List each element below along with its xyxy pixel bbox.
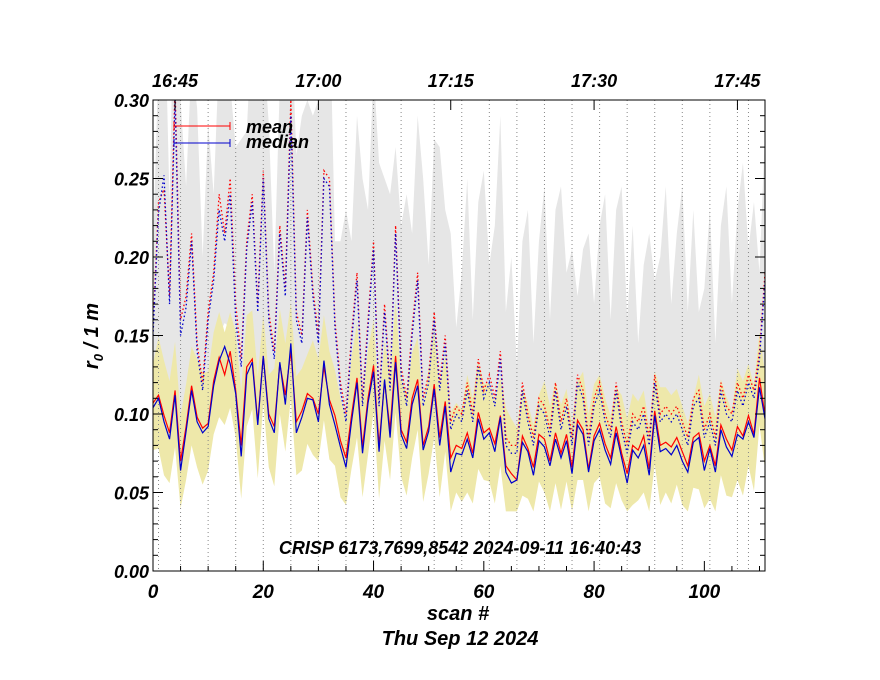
top-time-label: 17:45 <box>714 71 761 91</box>
top-time-label: 17:00 <box>295 71 341 91</box>
y-tick-label: 0.10 <box>114 405 149 425</box>
scan-gridlines <box>158 100 749 571</box>
y-axis-label-main: r <box>81 360 103 369</box>
date-label: Thu Sep 12 2024 <box>382 628 539 650</box>
y-axis-label-rest: / 1 m <box>81 303 103 354</box>
y-axis-label-subscript: 0 <box>91 353 106 361</box>
legend-median-label: median <box>246 132 309 152</box>
x-tick-label: 100 <box>688 582 720 603</box>
y-tick-label: 0.15 <box>114 327 150 347</box>
series-lines <box>153 100 765 484</box>
median-dotted-line <box>153 100 765 454</box>
x-tick-label: 0 <box>148 582 159 603</box>
legend: mean median <box>173 117 309 152</box>
y-axis-label: r0 / 1 m <box>81 303 106 369</box>
median-line <box>153 343 765 484</box>
y-tick-label: 0.30 <box>114 91 149 111</box>
axes: 0.00 0.05 0.10 0.15 0.20 0.25 0.30 0 20 40 60 80 100… <box>114 71 766 603</box>
plot-annotation: CRISP 6173,7699,8542 2024-09-11 16:40:43 <box>279 538 641 558</box>
x-tick-label: 80 <box>584 582 606 603</box>
x-tick-label: 20 <box>252 582 275 603</box>
y-tick-label: 0.20 <box>114 248 149 268</box>
x-axis-label: scan # <box>427 603 490 625</box>
top-time-label: 16:45 <box>152 71 199 91</box>
x-tick-label: 40 <box>362 582 385 603</box>
y-tick-label: 0.25 <box>114 170 150 190</box>
y-tick-label: 0.00 <box>114 562 149 582</box>
y-tick-label: 0.05 <box>114 484 150 504</box>
x-tick-label: 60 <box>473 582 495 603</box>
top-time-label: 17:30 <box>571 71 617 91</box>
top-time-label: 17:15 <box>428 71 475 91</box>
legend-mean-label: mean <box>246 117 293 137</box>
